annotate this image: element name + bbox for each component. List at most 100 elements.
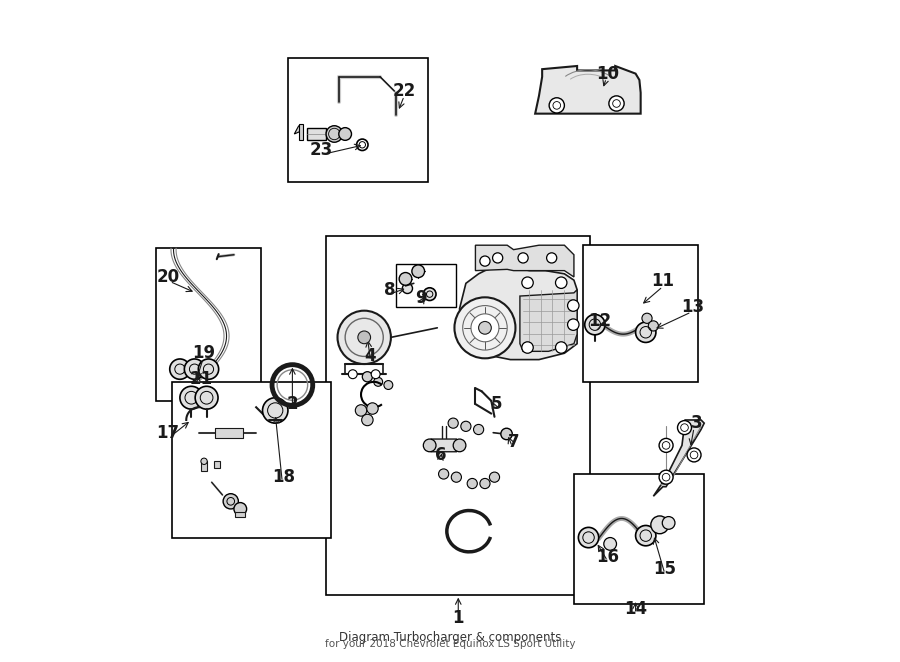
Text: 22: 22 <box>392 82 416 100</box>
Circle shape <box>480 479 490 489</box>
Circle shape <box>473 424 483 434</box>
Polygon shape <box>475 245 574 277</box>
Circle shape <box>659 438 673 452</box>
Circle shape <box>635 526 656 545</box>
Circle shape <box>549 98 564 113</box>
Circle shape <box>180 387 202 409</box>
Polygon shape <box>213 461 220 467</box>
Circle shape <box>263 398 288 423</box>
Circle shape <box>438 469 449 479</box>
Text: 11: 11 <box>652 273 674 291</box>
Circle shape <box>338 128 352 140</box>
Text: 16: 16 <box>596 547 619 565</box>
Text: for your 2018 Chevrolet Equinox LS Sport Utility: for your 2018 Chevrolet Equinox LS Sport… <box>325 639 575 649</box>
Circle shape <box>384 381 392 389</box>
Polygon shape <box>307 128 326 140</box>
Polygon shape <box>520 290 577 352</box>
Circle shape <box>568 300 579 311</box>
Circle shape <box>223 494 238 509</box>
Circle shape <box>402 283 412 293</box>
Circle shape <box>198 359 219 379</box>
Circle shape <box>479 322 491 334</box>
Polygon shape <box>536 66 641 114</box>
Bar <box>288 58 428 181</box>
Circle shape <box>326 126 343 142</box>
Circle shape <box>374 377 382 387</box>
Circle shape <box>492 253 503 263</box>
Circle shape <box>609 96 624 111</box>
Polygon shape <box>431 439 457 451</box>
Text: 4: 4 <box>364 348 376 365</box>
Text: 14: 14 <box>624 600 647 618</box>
Text: 15: 15 <box>653 560 676 579</box>
Circle shape <box>579 528 599 547</box>
Circle shape <box>635 322 656 342</box>
Bar <box>583 245 698 382</box>
Circle shape <box>467 479 477 489</box>
Text: 23: 23 <box>310 141 333 159</box>
Circle shape <box>366 402 378 414</box>
Circle shape <box>363 371 373 382</box>
Circle shape <box>678 420 691 434</box>
Text: 7: 7 <box>508 433 519 451</box>
Circle shape <box>358 331 371 344</box>
Circle shape <box>448 418 458 428</box>
Circle shape <box>201 458 207 465</box>
Circle shape <box>451 472 462 482</box>
Text: 6: 6 <box>435 446 446 464</box>
Bar <box>396 264 456 307</box>
Circle shape <box>400 273 412 285</box>
Polygon shape <box>294 126 302 134</box>
Bar <box>326 236 590 594</box>
Circle shape <box>461 421 471 432</box>
Circle shape <box>471 314 499 342</box>
Bar <box>574 474 704 604</box>
Circle shape <box>546 253 557 263</box>
Polygon shape <box>460 267 577 359</box>
Circle shape <box>371 370 380 379</box>
Circle shape <box>642 313 652 323</box>
Text: 9: 9 <box>416 289 428 307</box>
Text: 19: 19 <box>192 344 215 362</box>
Bar <box>172 382 330 538</box>
Text: 2: 2 <box>286 395 298 413</box>
Text: 18: 18 <box>272 468 295 486</box>
Polygon shape <box>235 512 246 516</box>
Circle shape <box>585 314 605 335</box>
Polygon shape <box>653 420 704 496</box>
Text: 3: 3 <box>691 414 702 432</box>
Polygon shape <box>299 124 302 140</box>
Circle shape <box>362 414 374 426</box>
Circle shape <box>338 310 391 364</box>
Circle shape <box>454 297 516 358</box>
Polygon shape <box>215 428 244 438</box>
Circle shape <box>454 439 466 451</box>
Circle shape <box>412 265 425 277</box>
Text: 20: 20 <box>157 268 179 286</box>
Polygon shape <box>201 461 207 471</box>
Bar <box>157 248 261 401</box>
Circle shape <box>490 472 500 482</box>
Text: 13: 13 <box>681 298 705 316</box>
Circle shape <box>604 538 617 550</box>
Text: 21: 21 <box>189 369 212 388</box>
Circle shape <box>500 428 512 440</box>
Circle shape <box>522 342 534 354</box>
Circle shape <box>234 502 247 515</box>
Text: 10: 10 <box>596 65 619 83</box>
Circle shape <box>423 288 436 301</box>
Circle shape <box>195 387 218 409</box>
Circle shape <box>356 139 368 150</box>
Circle shape <box>184 359 204 379</box>
Circle shape <box>480 256 490 266</box>
Circle shape <box>348 370 357 379</box>
Circle shape <box>568 319 579 330</box>
Circle shape <box>555 277 567 289</box>
Text: Diagram Turbocharger & components: Diagram Turbocharger & components <box>338 631 562 644</box>
Circle shape <box>659 470 673 484</box>
Circle shape <box>170 359 190 379</box>
Text: 12: 12 <box>588 312 611 330</box>
Circle shape <box>555 342 567 354</box>
Circle shape <box>662 516 675 530</box>
Text: 8: 8 <box>384 281 395 299</box>
